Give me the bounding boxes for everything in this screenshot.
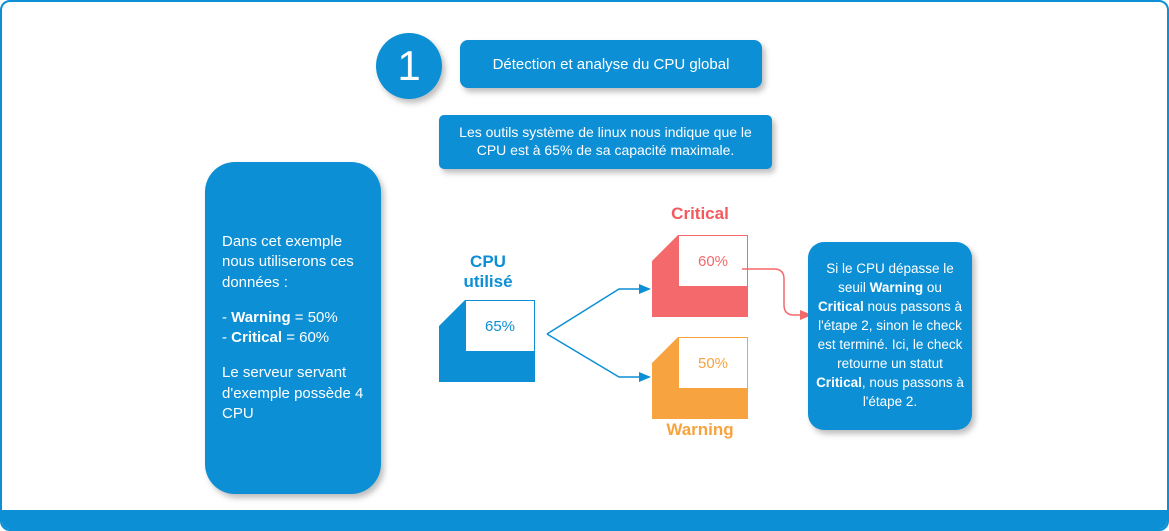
warning-threshold-label: Warning: [231, 308, 291, 326]
cpu-value: 65%: [484, 317, 516, 335]
example-data-note: Dans cet exemple nous utiliserons ces do…: [205, 162, 381, 494]
fold-ribbon-icon: [652, 235, 748, 317]
example-intro: Dans cet exemple nous utiliserons ces do…: [222, 233, 354, 291]
warning-label: Warning: [666, 420, 734, 439]
warning-threshold-value: = 50%: [290, 308, 338, 326]
critical-value: 60%: [697, 252, 729, 270]
description-box: Les outils système de linux nous indique…: [439, 115, 772, 169]
cpu-value-shape: 65%: [439, 300, 535, 382]
critical-threshold-line: - Critical = 60%: [222, 328, 364, 348]
critical-arrow: [742, 268, 812, 320]
critical-value-shape: 60%: [652, 235, 748, 317]
description-text: Les outils système de linux nous indique…: [459, 124, 752, 159]
branch-connector: [546, 284, 651, 382]
conclusion-note: Si le CPU dépasse le seuil Warning ou Cr…: [808, 242, 972, 430]
bullet: -: [222, 329, 232, 346]
warning-value-shape: 50%: [652, 337, 748, 419]
warning-threshold-line: - Warning = 50%: [222, 308, 364, 328]
warning-value: 50%: [697, 354, 729, 372]
critical-label: Critical: [671, 204, 729, 223]
step-number-circle: 1: [376, 33, 442, 99]
example-footer: Le serveur servant d'exemple possède 4 C…: [222, 364, 364, 422]
conclusion-segment: , nous passons à l'étape 2.: [861, 374, 964, 409]
conclusion-segment-bold: Critical: [816, 374, 862, 390]
step-title: Détection et analyse du CPU global: [492, 55, 730, 73]
fold-ribbon-icon: [439, 300, 535, 382]
step-number: 1: [397, 42, 421, 89]
bottom-bar: [2, 510, 1167, 529]
critical-threshold-label: Critical: [231, 329, 283, 346]
bullet: -: [222, 308, 232, 326]
conclusion-segment: Si le CPU dépasse le seuil: [826, 261, 954, 296]
conclusion-segment-bold: Warning: [869, 280, 924, 296]
critical-threshold-value: = 60%: [282, 329, 330, 346]
conclusion-segment: nous passons à l'étape 2, sinon le check…: [817, 299, 963, 371]
fold-ribbon-icon: [652, 337, 748, 419]
cpu-used-label: CPU utilisé: [463, 252, 513, 292]
conclusion-segment: ou: [923, 280, 942, 296]
conclusion-text: Si le CPU dépasse le seuil Warning ou Cr…: [816, 260, 964, 411]
conclusion-segment-bold: Critical: [817, 299, 864, 315]
step-title-box: Détection et analyse du CPU global: [460, 40, 762, 88]
thresholds-list: - Warning = 50% - Critical = 60%: [222, 308, 364, 349]
